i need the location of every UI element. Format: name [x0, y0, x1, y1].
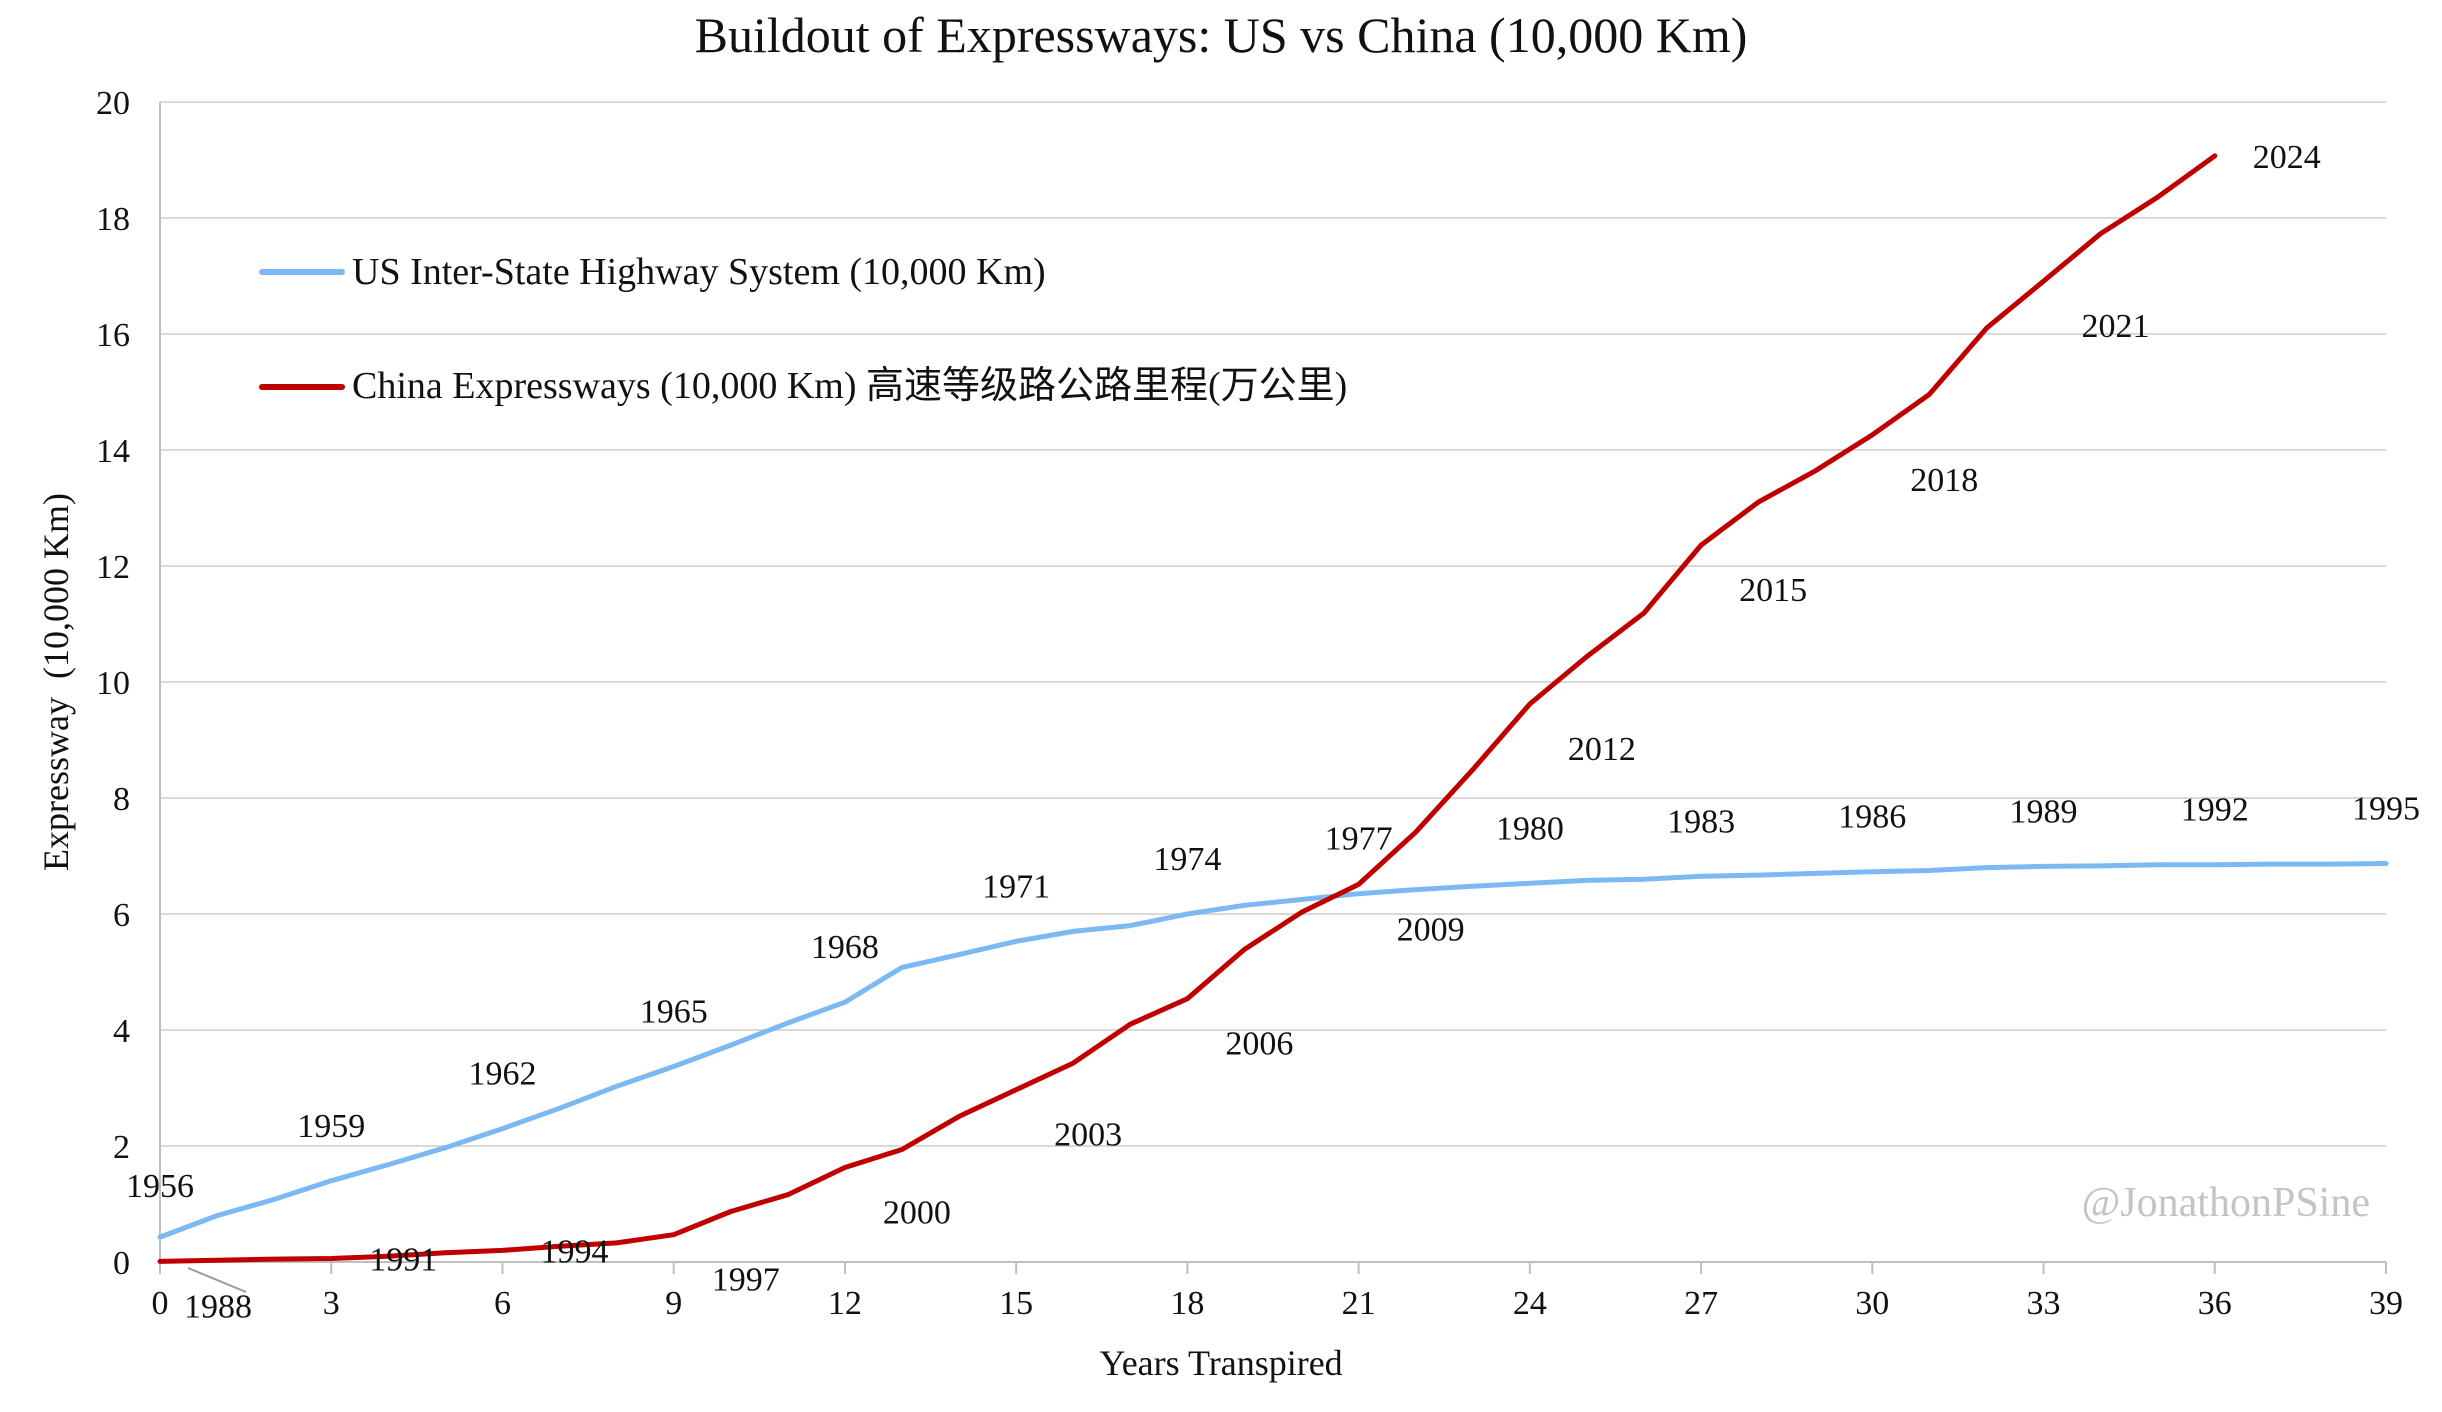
y-tick-label: 20: [96, 85, 130, 122]
x-axis-label: Years Transpired: [1099, 1343, 1342, 1383]
y-tick-label: 10: [96, 665, 130, 702]
year-label-us: 1995: [2352, 791, 2420, 828]
legend: US Inter-State Highway System (10,000 Km…: [259, 251, 1347, 407]
year-label-china: 2006: [1225, 1026, 1293, 1063]
y-axis-label: Expressway (10,000 Km): [36, 493, 76, 871]
year-label-china: 2018: [1910, 462, 1978, 499]
legend-label-us: US Inter-State Highway System (10,000 Km…: [352, 251, 1046, 293]
year-label-us: 1962: [468, 1056, 536, 1093]
year-label-china: 1991: [369, 1242, 437, 1279]
y-tick-label: 8: [113, 781, 130, 818]
watermark: @JonathonPSine: [2082, 1180, 2370, 1226]
year-label-china: 2021: [2082, 308, 2150, 345]
x-tick-label: 39: [2369, 1285, 2403, 1322]
year-label-us: 1968: [811, 929, 879, 966]
year-label-us: 1989: [2010, 793, 2078, 830]
year-label-us: 1959: [297, 1108, 365, 1145]
year-label-china: 2012: [1568, 731, 1636, 768]
year-label-china: 2015: [1739, 572, 1807, 609]
year-label-us: 1992: [2181, 792, 2249, 829]
axes: [159, 102, 2386, 1263]
year-label-china: 1997: [712, 1262, 780, 1299]
year-label-leader-line: [187, 1267, 247, 1293]
year-label-china: 1988: [184, 1288, 252, 1325]
year-label-us: 1983: [1667, 803, 1735, 840]
x-tick-label: 3: [323, 1285, 340, 1322]
series-line-china: [157, 153, 2218, 1264]
year-label-us: 1971: [982, 868, 1050, 905]
series-line-us: [157, 861, 2389, 1240]
year-label-us: 1986: [1838, 799, 1906, 836]
x-tick-label: 36: [2198, 1285, 2232, 1322]
x-tick-label: 21: [1342, 1285, 1376, 1322]
x-tick-label: 15: [999, 1285, 1033, 1322]
x-tick-label: 27: [1684, 1285, 1718, 1322]
year-label-us: 1977: [1325, 821, 1393, 858]
year-label-china: 1994: [540, 1233, 608, 1270]
year-labels: 1956 1959 1962 1965 1968 1971 1974 1977 1980 1983…: [126, 139, 2420, 1325]
y-tick-label: 14: [96, 433, 130, 470]
year-label-china: 2000: [883, 1194, 951, 1231]
chart-title: Buildout of Expressways: US vs China (10…: [695, 7, 1748, 63]
y-tick-label: 4: [113, 1013, 130, 1050]
y-tick-label: 18: [96, 201, 130, 238]
x-tick-label: 0: [152, 1285, 169, 1322]
year-label-us: 1956: [126, 1168, 194, 1205]
x-tick-label: 6: [494, 1285, 511, 1322]
series-lines: [157, 153, 2389, 1264]
year-label-china: 2009: [1397, 911, 1465, 948]
x-tick-label: 33: [2027, 1285, 2061, 1322]
y-tick-label: 6: [113, 897, 130, 934]
x-tick-label: 24: [1513, 1285, 1547, 1322]
x-tick-label: 18: [1170, 1285, 1204, 1322]
year-label-us: 1980: [1496, 810, 1564, 847]
year-label-china: 2003: [1054, 1117, 1122, 1154]
y-tick-label: 12: [96, 549, 130, 586]
year-label-us: 1965: [640, 994, 708, 1031]
y-tick-label: 2: [113, 1129, 130, 1166]
year-label-us: 1974: [1153, 841, 1221, 878]
legend-label-china: China Expressways (10,000 Km) 高速等级路公路里程(…: [352, 365, 1347, 407]
y-tick-label: 0: [113, 1245, 130, 1282]
year-label-china: 2024: [2253, 139, 2321, 176]
x-tick-label: 9: [665, 1285, 682, 1322]
gridlines: [160, 101, 2386, 1147]
x-tick-label: 30: [1855, 1285, 1889, 1322]
x-tick-label: 12: [828, 1285, 862, 1322]
y-tick-label: 16: [96, 317, 130, 354]
